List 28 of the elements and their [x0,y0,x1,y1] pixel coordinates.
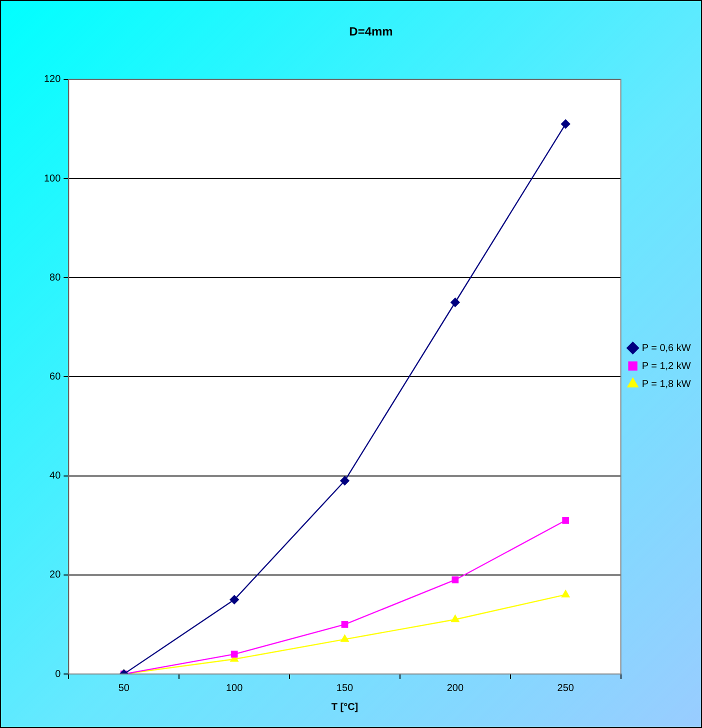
y-tick-label: 20 [50,570,62,581]
point [452,576,459,584]
x-tick-label: 200 [446,682,464,694]
point [340,476,350,486]
legend-label: P = 1,2 kW [642,360,692,372]
y-tick-label: 100 [44,173,62,184]
y-tick-label: 0 [55,668,62,680]
point [230,595,239,604]
x-tick-label: 250 [557,682,574,694]
x-axis-title: T [°C] [331,702,358,713]
y-tick-label: 80 [50,272,62,284]
point [340,634,349,642]
point [451,614,460,622]
y-tick-label: 60 [50,371,62,382]
x-tick-label: 50 [118,682,130,694]
point [341,621,348,628]
point [450,298,460,307]
legend-label: P = 1,8 kW [642,378,692,390]
point [562,516,570,524]
x-tick-label: 100 [226,682,244,694]
legend-label: P = 0,6 kW [642,342,692,354]
y-tick-label: 40 [50,470,62,482]
chart-title: D=4mm [349,24,393,39]
y-tick-label: 120 [44,74,62,86]
x-tick-label: 150 [336,682,354,694]
point [562,590,570,598]
point [230,650,238,658]
point [561,119,570,129]
